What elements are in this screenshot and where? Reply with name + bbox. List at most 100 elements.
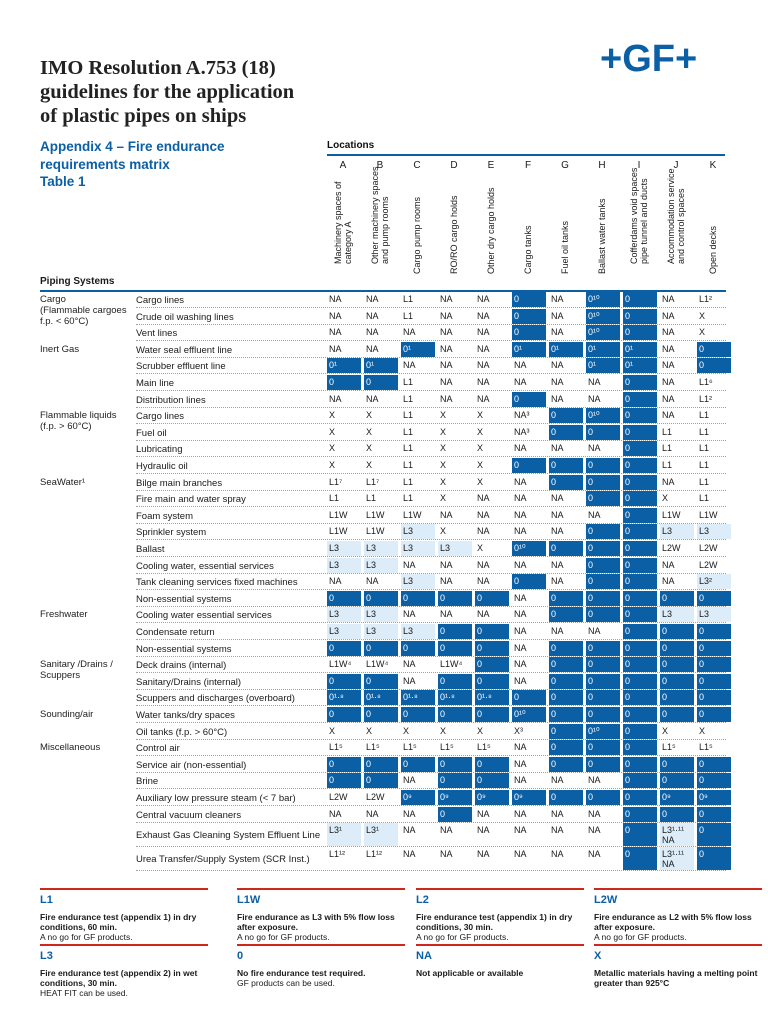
row-separator bbox=[136, 589, 726, 591]
matrix-cell: 0 bbox=[438, 640, 472, 656]
matrix-cell: L3¹ bbox=[364, 823, 398, 847]
matrix-cell: 0 bbox=[364, 375, 398, 390]
system-group: Inert Gas bbox=[40, 344, 79, 355]
matrix-cell: 0 bbox=[512, 458, 546, 473]
column-label: Cargo pump rooms bbox=[412, 197, 422, 274]
matrix-cell: NA bbox=[514, 675, 527, 686]
legend-item: X Metallic materials having a melting poi… bbox=[594, 944, 762, 988]
system-name: Cooling water, essential services bbox=[136, 560, 274, 572]
matrix-cell: NA bbox=[514, 742, 527, 753]
matrix-cell: 0 bbox=[660, 690, 694, 706]
matrix-cell: NA bbox=[440, 559, 453, 570]
matrix-cell: 0¹⁰ bbox=[586, 292, 620, 307]
matrix-cell: NA bbox=[329, 393, 342, 404]
matrix-cell: 0 bbox=[660, 657, 694, 673]
matrix-cell: NA bbox=[366, 393, 379, 404]
legend-note: A no go for GF products. bbox=[40, 932, 133, 942]
system-name: Foam system bbox=[136, 510, 194, 522]
matrix-cell: X bbox=[329, 410, 336, 421]
matrix-cell: L3¹ bbox=[327, 823, 361, 847]
matrix-cell: 0 bbox=[623, 375, 657, 390]
matrix-cell: NA bbox=[514, 642, 527, 653]
matrix-cell: 0 bbox=[586, 690, 620, 706]
matrix-cell: X bbox=[440, 443, 447, 454]
system-name: Lubricating bbox=[136, 444, 183, 456]
matrix-cell: 0 bbox=[586, 557, 620, 573]
row-separator bbox=[136, 456, 726, 458]
matrix-cell: NA bbox=[366, 327, 379, 338]
system-name: Scrubber effluent line bbox=[136, 361, 226, 373]
matrix-cell: NA bbox=[662, 377, 675, 387]
row-separator bbox=[136, 605, 726, 607]
matrix-cell: 0 bbox=[623, 690, 657, 706]
matrix-cell: 0 bbox=[549, 424, 583, 440]
matrix-cell: NA bbox=[662, 294, 675, 304]
matrix-cell: 0 bbox=[327, 375, 361, 390]
matrix-cell: 0 bbox=[623, 640, 657, 656]
system-name: Sanitary/Drains (internal) bbox=[136, 676, 242, 688]
matrix-cell: X bbox=[699, 327, 706, 338]
matrix-cell: 0⁹ bbox=[512, 790, 546, 805]
column-label-line: and control spaces bbox=[676, 188, 686, 264]
matrix-cell: X bbox=[699, 310, 706, 321]
matrix-cell: NA bbox=[551, 808, 564, 819]
matrix-cell: NA bbox=[588, 393, 601, 404]
table-row: Central vacuum cleaners NA NA NA 0 NA NA NA NA 0 0… bbox=[136, 806, 731, 823]
matrix-cell: L2W bbox=[662, 543, 681, 553]
matrix-cell: 0¹ bbox=[549, 341, 583, 357]
matrix-cell: L1W bbox=[403, 509, 422, 520]
matrix-cell: X bbox=[366, 460, 373, 470]
matrix-cell: 0 bbox=[438, 773, 472, 789]
matrix-cell: L1W⁴ bbox=[440, 659, 463, 670]
matrix-cell: X bbox=[366, 426, 373, 437]
row-separator bbox=[136, 870, 726, 872]
system-name: Cooling water essential services bbox=[136, 610, 272, 622]
matrix-cell: NA bbox=[551, 775, 564, 786]
legend-code: L2 bbox=[416, 894, 429, 906]
matrix-cell: L3 bbox=[660, 524, 694, 540]
matrix-cell: NA bbox=[514, 758, 527, 769]
legend-description: No fire endurance test required. bbox=[237, 968, 366, 978]
matrix-cell: 0 bbox=[586, 491, 620, 507]
legend-code: X bbox=[594, 950, 602, 962]
legend-note: A no go for GF products. bbox=[237, 932, 330, 942]
matrix-cell: NA bbox=[440, 294, 453, 304]
row-separator bbox=[136, 340, 726, 342]
table-row: Exhaust Gas Cleaning System Effluent Lin… bbox=[136, 823, 731, 848]
matrix-cell: NA bbox=[551, 626, 564, 636]
matrix-cell: NA bbox=[588, 443, 601, 454]
system-group-line: Scuppers bbox=[40, 670, 81, 682]
matrix-cell: 0 bbox=[475, 773, 509, 789]
matrix-cell: 0 bbox=[623, 673, 657, 689]
system-group-line: Miscellaneous bbox=[40, 742, 101, 754]
matrix-cell: X bbox=[366, 725, 373, 736]
table-row: Fuel oil X X L1 X X NA³ 0 0 0 L1 L1 bbox=[136, 424, 726, 441]
matrix-cell: 0 bbox=[549, 657, 583, 673]
matrix-cell: L3 bbox=[327, 557, 361, 573]
row-separator bbox=[136, 439, 726, 441]
matrix-cell: L1⁵ bbox=[662, 742, 676, 753]
matrix-cell: NA bbox=[514, 443, 527, 454]
gf-logo: +GF+ bbox=[600, 40, 697, 74]
matrix-cell: NA bbox=[551, 327, 564, 338]
matrix-cell: NA bbox=[477, 327, 490, 338]
row-separator bbox=[136, 738, 726, 740]
matrix-cell: NA bbox=[477, 849, 490, 860]
matrix-cell: 0 bbox=[697, 657, 731, 673]
matrix-cell: 0⁹ bbox=[401, 790, 435, 805]
column-label-line: and pump rooms bbox=[380, 196, 390, 264]
matrix-cell: 0 bbox=[697, 341, 731, 357]
matrix-cell: 0 bbox=[586, 590, 620, 606]
legend-description: Fire endurance as L3 with 5% flow loss a… bbox=[237, 912, 395, 932]
row-separator bbox=[136, 406, 726, 408]
system-name: Main line bbox=[136, 378, 175, 389]
column-label-line: Accommodation service bbox=[666, 168, 676, 264]
row-separator bbox=[136, 390, 726, 391]
matrix-cell: L1 bbox=[699, 493, 710, 504]
matrix-cell: L1⁵ bbox=[440, 742, 454, 753]
matrix-cell: 0 bbox=[586, 756, 620, 772]
system-group: Sanitary /Drains / Scuppers bbox=[40, 659, 113, 681]
matrix-cell: X bbox=[366, 410, 373, 421]
matrix-cell: X bbox=[440, 426, 447, 437]
matrix-cell: NA bbox=[514, 775, 527, 786]
